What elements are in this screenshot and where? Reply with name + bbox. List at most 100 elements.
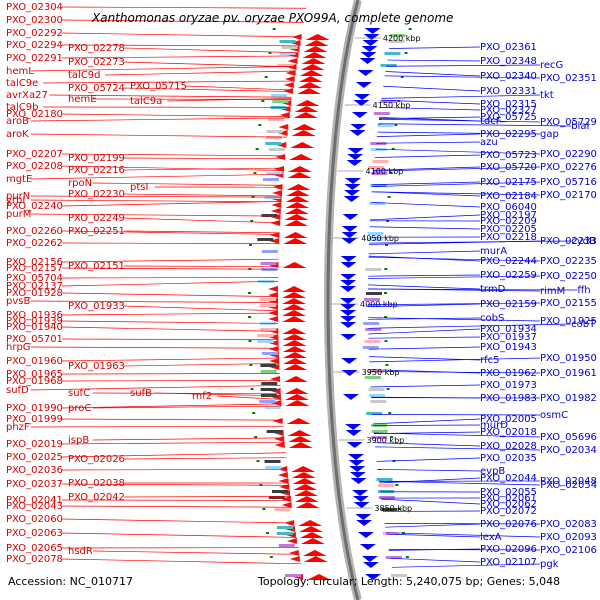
reverse-gene-arrow <box>282 352 307 358</box>
gene-label-left: talC9b <box>6 102 39 113</box>
reverse-gene-arrow <box>287 172 312 178</box>
label-leader-line <box>390 557 481 563</box>
gene-label-left: PXO_01990 <box>6 403 63 414</box>
label-leader-line <box>43 80 294 84</box>
gene-feature-bar <box>364 340 381 343</box>
gene-label-right: tdcF <box>480 116 502 127</box>
gene-feature-bar <box>365 268 382 271</box>
label-leader-line <box>377 131 541 135</box>
green-tick <box>268 52 272 54</box>
label-leader-line <box>61 483 290 486</box>
label-leader-line <box>61 379 281 382</box>
label-leader-line <box>61 230 280 235</box>
gene-label-right: PXO_02159 <box>480 299 537 310</box>
forward-gene-arrow <box>348 460 365 466</box>
reverse-gene-arrow <box>278 478 289 484</box>
green-tick <box>395 484 399 486</box>
forward-gene-arrow <box>349 130 366 136</box>
label-leader-line <box>61 277 279 279</box>
gene-label-left: PXO_02063 <box>6 528 63 539</box>
green-tick <box>405 556 409 558</box>
gene-feature-bar <box>264 196 281 199</box>
label-leader-line <box>377 469 481 472</box>
label-leader-line <box>61 441 285 445</box>
gene-feature-bar <box>272 100 289 103</box>
gene-label-left: pvsB <box>6 296 30 307</box>
reverse-gene-arrow <box>268 346 279 352</box>
gene-label-left: ptsI <box>130 182 148 193</box>
forward-gene-arrow <box>340 286 357 292</box>
forward-gene-arrow <box>347 454 364 460</box>
gene-label-left: PXO_01936 <box>6 310 63 321</box>
gene-feature-bar <box>260 328 277 331</box>
reverse-gene-arrow <box>303 556 328 562</box>
forward-gene-arrow <box>349 466 366 472</box>
gene-feature-bar <box>380 100 397 103</box>
reverse-gene-arrow <box>282 334 307 340</box>
label-leader-line <box>61 505 293 508</box>
reverse-gene-arrow <box>284 208 309 214</box>
gene-feature-bar <box>265 466 282 469</box>
label-leader-line <box>92 405 282 409</box>
gene-label-left: PXO_02262 <box>6 238 63 249</box>
gene-label-right: PXO_02250 <box>540 271 597 282</box>
gene-label-left: PXO_02278 <box>68 43 125 54</box>
forward-gene-arrow <box>361 46 378 52</box>
gene-label-right: PXO_02361 <box>480 42 537 53</box>
gene-feature-bar <box>260 388 277 391</box>
gene-label-right: cobT <box>571 319 596 330</box>
reverse-gene-arrow <box>282 340 307 346</box>
gene-label-right: PXO_02209 <box>480 216 537 227</box>
label-leader-line <box>123 495 291 498</box>
gene-label-right: PXO_01973 <box>480 380 537 391</box>
green-tick <box>250 220 254 222</box>
gene-feature-bar <box>369 202 386 205</box>
green-tick <box>408 28 412 30</box>
gene-label-left: PXO_05701 <box>6 334 63 345</box>
gene-label-right: PXO_02083 <box>540 519 597 530</box>
label-leader-line <box>368 288 578 291</box>
gene-label-right: PXO_02295 <box>480 129 537 140</box>
gene-label-left: PXO_02042 <box>68 492 125 503</box>
gene-feature-bar <box>364 376 381 379</box>
reverse-gene-arrow <box>283 82 294 88</box>
label-leader-line <box>374 154 481 158</box>
label-leader-line <box>370 384 481 388</box>
gene-feature-bar <box>366 304 383 307</box>
gene-feature-bar <box>264 406 281 409</box>
label-leader-line <box>61 468 288 471</box>
gene-feature-bar <box>371 430 388 433</box>
accession-label: Accession: NC_010717 <box>8 575 133 588</box>
gene-label-right: PXO_02244 <box>480 256 537 267</box>
gene-label-right: PXO_01962 <box>480 368 537 379</box>
reverse-gene-arrow <box>284 394 309 400</box>
gene-feature-bar <box>281 46 298 49</box>
label-leader-line <box>374 442 481 447</box>
green-tick <box>269 556 273 558</box>
gene-feature-bar <box>266 130 283 133</box>
gene-feature-bar <box>371 436 388 439</box>
gene-label-left: PXO_02037 <box>6 479 63 490</box>
topology-label: Topology: circular; Length: 5,240,075 bp… <box>257 575 560 588</box>
reverse-gene-arrow <box>284 220 309 226</box>
gene-feature-bar <box>391 574 408 577</box>
gene-label-right: rfc5 <box>480 355 500 366</box>
label-leader-line <box>61 418 283 421</box>
kbp-tick-label: 4150 kbp <box>373 101 411 110</box>
reverse-gene-arrow <box>268 292 279 298</box>
reverse-gene-arrow <box>295 502 320 508</box>
gene-label-right: PXO_02327 <box>480 105 537 116</box>
reverse-gene-arrow <box>299 532 324 538</box>
gene-label-left: PXO_02065 <box>6 543 63 554</box>
gene-label-right: PXO_05729 <box>540 117 597 128</box>
reverse-gene-arrow <box>269 232 280 238</box>
gene-label-right: PXO_02233 <box>540 236 597 247</box>
label-leader-line <box>61 292 279 297</box>
gene-feature-bar <box>264 460 281 463</box>
gene-feature-bar <box>279 40 296 43</box>
gene-feature-bar <box>385 556 402 559</box>
reverse-gene-arrow <box>307 574 332 580</box>
label-leader-line <box>123 167 284 171</box>
gene-feature-bar <box>370 184 387 187</box>
gene-label-right: PXO_02028 <box>480 441 537 452</box>
